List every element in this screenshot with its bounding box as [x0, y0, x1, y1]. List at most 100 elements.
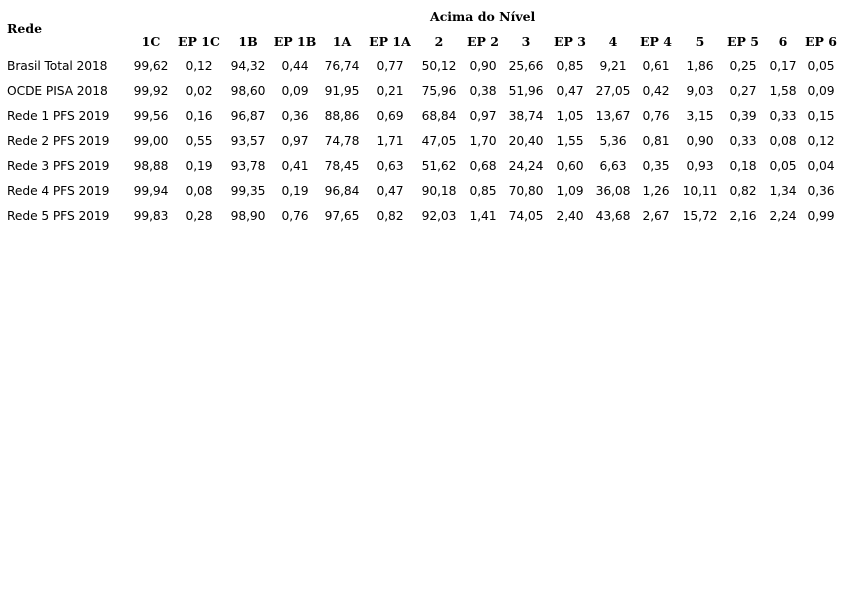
table-cell: 0,61 [642, 59, 670, 73]
table-cell: 10,11 [682, 184, 718, 198]
column-header: EP 3 [554, 34, 586, 49]
table-cell: 0,42 [642, 84, 670, 98]
table-cell: 0,18 [729, 159, 757, 173]
table-cell: 99,00 [133, 134, 169, 148]
table-cell: 98,90 [230, 209, 266, 223]
table-cell: 0,69 [376, 109, 404, 123]
table-cell: 99,83 [133, 209, 169, 223]
row-label: Rede 3 PFS 2019 [7, 159, 110, 173]
table-cell: 88,86 [324, 109, 360, 123]
table-cell: 0,76 [281, 209, 309, 223]
table-cell: 47,05 [421, 134, 457, 148]
table-cell: 0,05 [807, 59, 835, 73]
table-cell: 0,09 [807, 84, 835, 98]
table-cell: 51,62 [421, 159, 457, 173]
table-cell: 0,15 [807, 109, 835, 123]
column-header: 5 [695, 34, 705, 49]
table-cell: 0,90 [469, 59, 497, 73]
column-header: EP 1A [369, 34, 411, 49]
table-cell: 15,72 [682, 209, 718, 223]
table-cell: 0,12 [807, 134, 835, 148]
table-cell: 0,82 [376, 209, 404, 223]
table-cell: 0,41 [281, 159, 309, 173]
table-cell: 0,33 [769, 109, 797, 123]
table-cell: 0,19 [185, 159, 213, 173]
column-header: EP 4 [640, 34, 672, 49]
table-cell: 99,92 [133, 84, 169, 98]
column-header: EP 5 [727, 34, 759, 49]
table-cell: 0,35 [642, 159, 670, 173]
table-cell: 2,16 [729, 209, 757, 223]
table-cell: 0,39 [729, 109, 757, 123]
table-cell: 0,82 [729, 184, 757, 198]
table-cell: 6,63 [599, 159, 627, 173]
table-cell: 13,67 [595, 109, 631, 123]
table-cell: 0,28 [185, 209, 213, 223]
table-cell: 0,93 [686, 159, 714, 173]
table-cell: 0,77 [376, 59, 404, 73]
table-cell: 0,68 [469, 159, 497, 173]
table-cell: 2,24 [769, 209, 797, 223]
table-cell: 74,78 [324, 134, 360, 148]
column-header: EP 1C [178, 34, 220, 49]
column-header: 4 [608, 34, 618, 49]
table-cell: 36,08 [595, 184, 631, 198]
table-cell: 0,08 [185, 184, 213, 198]
table-cell: 0,55 [185, 134, 213, 148]
table-cell: 98,88 [133, 159, 169, 173]
table-cell: 68,84 [421, 109, 457, 123]
table-cell: 0,33 [729, 134, 757, 148]
table-cell: 0,27 [729, 84, 757, 98]
table-cell: 24,24 [508, 159, 544, 173]
column-header: 6 [778, 34, 788, 49]
row-label: Rede 5 PFS 2019 [7, 209, 110, 223]
table-cell: 0,97 [469, 109, 497, 123]
table-cell: 99,56 [133, 109, 169, 123]
table-cell: 96,87 [230, 109, 266, 123]
table-cell: 0,99 [807, 209, 835, 223]
row-header: Rede [7, 21, 43, 36]
table-cell: 3,15 [686, 109, 714, 123]
table-cell: 97,65 [324, 209, 360, 223]
table-cell: 0,81 [642, 134, 670, 148]
table-cell: 50,12 [421, 59, 457, 73]
column-header: 1C [141, 34, 161, 49]
table-cell: 0,38 [469, 84, 497, 98]
table-cell: 0,85 [556, 59, 584, 73]
table-cell: 1,86 [686, 59, 714, 73]
table-cell: 20,40 [508, 134, 544, 148]
table-cell: 0,16 [185, 109, 213, 123]
table-cell: 2,40 [556, 209, 584, 223]
table-cell: 90,18 [421, 184, 457, 198]
table-cell: 0,08 [769, 134, 797, 148]
table-cell: 0,60 [556, 159, 584, 173]
table-cell: 51,96 [508, 84, 544, 98]
table-cell: 0,17 [769, 59, 797, 73]
table-cell: 0,85 [469, 184, 497, 198]
table-cell: 0,25 [729, 59, 757, 73]
table-cell: 1,58 [769, 84, 797, 98]
table-cell: 96,84 [324, 184, 360, 198]
table-cell: 76,74 [324, 59, 360, 73]
table-cell: 0,44 [281, 59, 309, 73]
table-cell: 92,03 [421, 209, 457, 223]
table-cell: 5,36 [599, 134, 627, 148]
table-cell: 0,36 [281, 109, 309, 123]
table-cell: 1,55 [556, 134, 584, 148]
table-cell: 0,09 [281, 84, 309, 98]
table-cell: 1,09 [556, 184, 584, 198]
table-cell: 74,05 [508, 209, 544, 223]
table-cell: 0,21 [376, 84, 404, 98]
table-cell: 94,32 [230, 59, 266, 73]
table-cell: 0,47 [376, 184, 404, 198]
table-cell: 98,60 [230, 84, 266, 98]
table-cell: 78,45 [324, 159, 360, 173]
table-cell: 91,95 [324, 84, 360, 98]
column-header: 1A [332, 34, 352, 49]
row-label: Rede 2 PFS 2019 [7, 134, 110, 148]
table-cell: 1,26 [642, 184, 670, 198]
table-cell: 9,21 [599, 59, 627, 73]
row-label: OCDE PISA 2018 [7, 84, 108, 98]
table-cell: 0,19 [281, 184, 309, 198]
table-cell: 1,41 [469, 209, 497, 223]
